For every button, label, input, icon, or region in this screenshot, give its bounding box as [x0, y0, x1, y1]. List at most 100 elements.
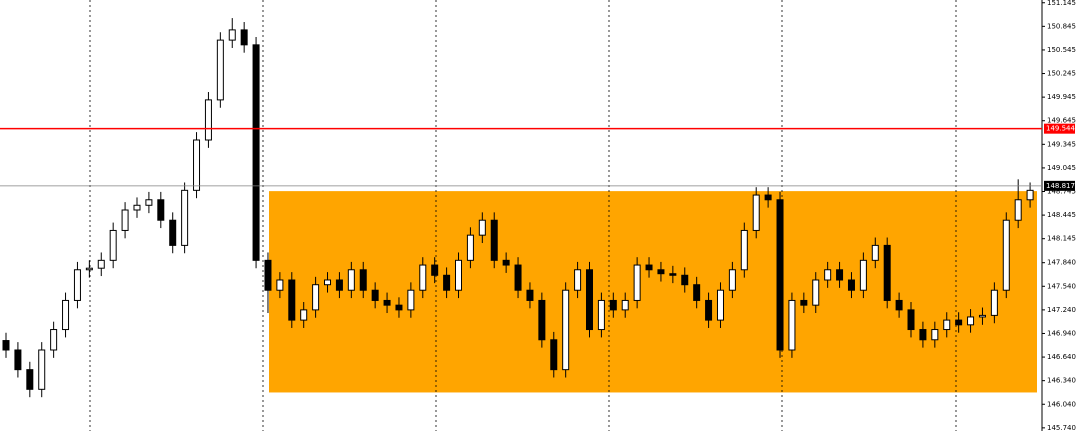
candle-body [800, 299, 808, 306]
y-tick-label: 150.845 [1047, 22, 1076, 30]
candle-body [847, 279, 855, 291]
y-tick-label: 146.940 [1047, 329, 1076, 337]
candle-body [978, 314, 986, 318]
y-tick-label: 150.245 [1047, 70, 1076, 78]
candle-body [193, 139, 201, 191]
candle-body [883, 244, 891, 301]
candle-body [716, 289, 724, 321]
candle-body [681, 274, 689, 286]
candle-body [752, 194, 760, 231]
y-tick-label: 149.045 [1047, 164, 1076, 172]
candle-body [919, 329, 927, 341]
y-tick-label: 147.840 [1047, 259, 1076, 267]
candle-body [2, 340, 10, 351]
candle-body [264, 259, 272, 291]
candle-body [62, 299, 70, 331]
y-tick-label: 147.240 [1047, 306, 1076, 314]
candle-body [97, 259, 105, 269]
y-tick-label: 146.640 [1047, 353, 1076, 361]
candle-body [73, 269, 81, 301]
candle-body [335, 279, 343, 291]
candle-body [252, 44, 260, 261]
candle-body [967, 316, 975, 326]
candle-body [728, 269, 736, 291]
range-zone [269, 191, 1037, 393]
candle-body [121, 209, 129, 231]
candle-body [169, 219, 177, 246]
candle-body [157, 199, 165, 221]
candle-body [562, 289, 570, 371]
candle-body [526, 289, 534, 301]
y-tick-label: 146.040 [1047, 400, 1076, 408]
background-layer [269, 191, 1037, 393]
candle-body [26, 369, 34, 390]
candle-body [181, 189, 189, 246]
candle-body [240, 29, 248, 46]
candle-body [955, 319, 963, 326]
candle-body [597, 299, 605, 331]
candle-body [657, 269, 665, 275]
candle-body [383, 299, 391, 306]
candle-body [990, 289, 998, 316]
candle-body [693, 284, 701, 301]
candle-body [133, 204, 141, 211]
candle-body [85, 267, 93, 271]
candle-body [1026, 189, 1034, 201]
candle-body [466, 234, 474, 261]
y-tick-label: 149.345 [1047, 140, 1076, 148]
candle-body [621, 299, 629, 311]
candle-body [109, 229, 117, 261]
y-tick-label: 150.545 [1047, 46, 1076, 54]
candle-body [645, 264, 653, 271]
candle-body [490, 219, 498, 261]
y-tick-label: 147.540 [1047, 282, 1076, 290]
candle-body [276, 279, 284, 291]
candle-body [669, 273, 677, 276]
candle-body [38, 349, 46, 390]
candle-body [931, 329, 939, 341]
candle-body [407, 289, 415, 311]
candle-body [585, 269, 593, 331]
candle-body [812, 279, 820, 306]
candle-body [50, 329, 58, 351]
y-tick-label: 149.645 [1047, 117, 1076, 125]
candle-body [836, 269, 844, 281]
candle-body [216, 39, 224, 101]
candle-body [764, 194, 772, 201]
candle-body [14, 349, 22, 371]
candle-body [776, 199, 784, 351]
level-label: 148.817 [1046, 182, 1075, 190]
y-tick-label: 146.340 [1047, 377, 1076, 385]
candle-body [740, 229, 748, 271]
candle-body [347, 269, 355, 291]
candle-body [871, 244, 879, 261]
candle-body [788, 299, 796, 351]
candle-body [609, 299, 617, 311]
candle-body [574, 269, 582, 291]
candle-body [1014, 199, 1022, 221]
candle-body [204, 99, 212, 141]
candle-body [943, 319, 951, 331]
y-tick-label: 148.445 [1047, 211, 1076, 219]
y-tick-label: 148.745 [1047, 188, 1076, 196]
candle-body [502, 259, 510, 266]
candle-body [455, 259, 463, 291]
candle-body [907, 309, 915, 331]
candle-body [300, 309, 308, 321]
candle-body [359, 269, 367, 291]
candle-body [419, 264, 427, 291]
candle-body [371, 289, 379, 301]
candle-body [895, 299, 903, 311]
candle-body [859, 259, 867, 291]
candle-body [312, 284, 320, 311]
candle-body [431, 264, 439, 276]
candle-body [228, 29, 236, 41]
y-tick-label: 151.145 [1047, 0, 1076, 7]
candle-body [550, 339, 558, 371]
candle-body [145, 199, 153, 206]
y-tick-label: 145.740 [1047, 424, 1076, 431]
candle-body [443, 274, 451, 291]
candle-body [324, 279, 332, 286]
candle-body [538, 299, 546, 341]
candle-body [288, 279, 296, 321]
